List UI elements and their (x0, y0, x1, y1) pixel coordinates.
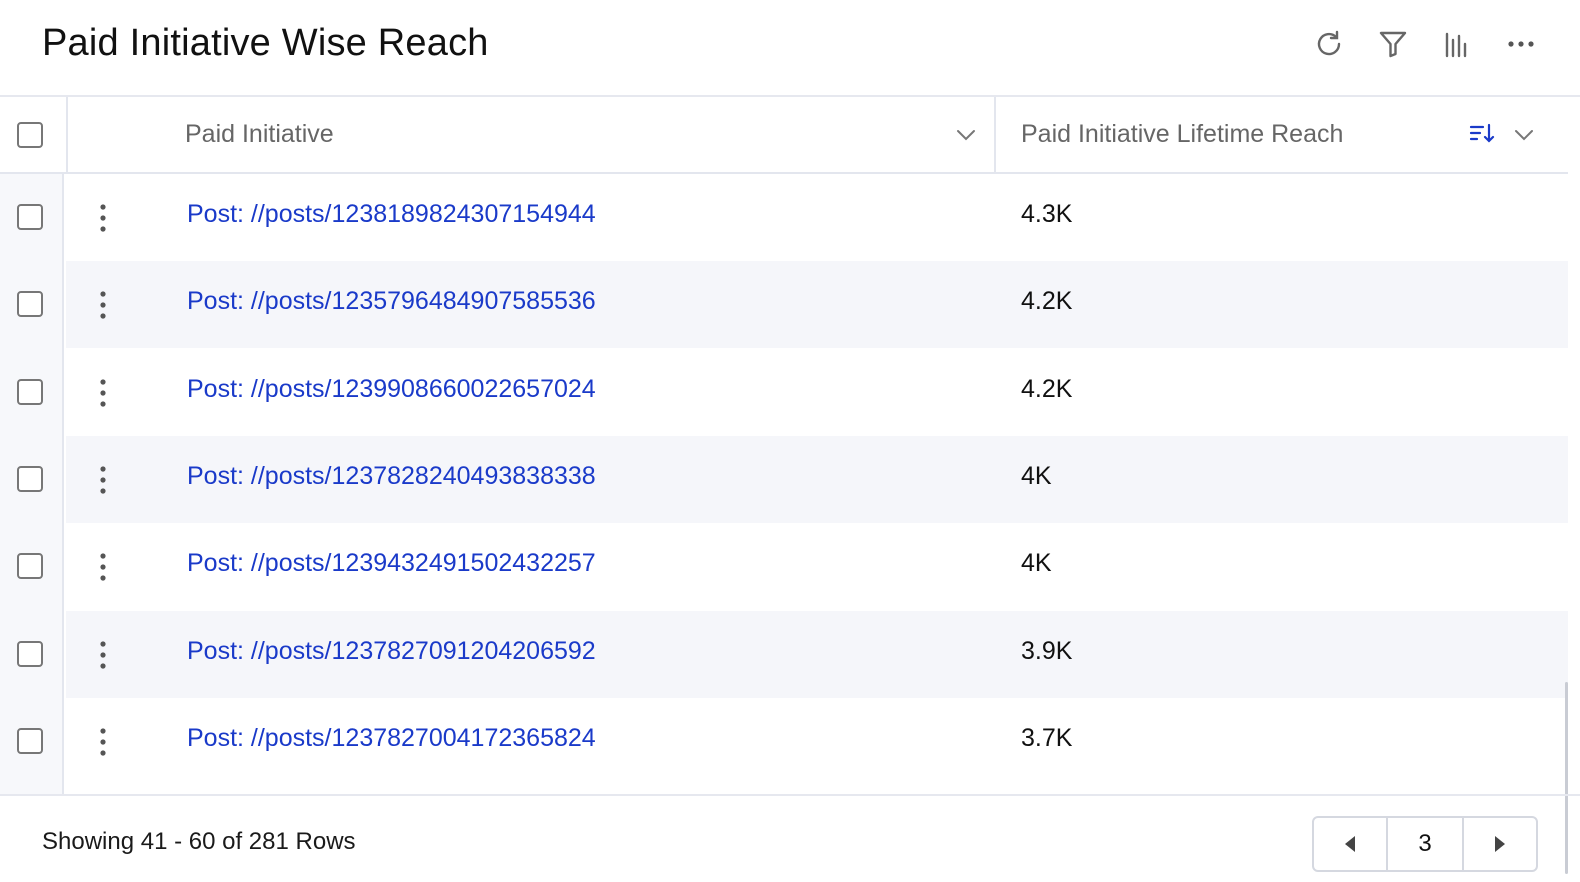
row-checkbox[interactable] (17, 291, 43, 318)
kebab-menu-icon[interactable] (94, 464, 112, 496)
table-row: Post: //posts/1239432491502432257 4K (66, 523, 1568, 610)
column-label: Paid Initiative Lifetime Reach (1021, 120, 1344, 148)
lifetime-reach-value: 4.2K (1021, 374, 1073, 403)
kebab-menu-icon[interactable] (94, 551, 112, 583)
table-row: Post: //posts/1235796484907585536 4.2K (66, 261, 1568, 349)
row-checkbox[interactable] (17, 553, 43, 580)
lifetime-reach-value: 3.7K (1021, 723, 1073, 752)
paid-initiative-link[interactable]: Post: //posts/1235796484907585536 (187, 287, 596, 316)
lifetime-reach-value: 3.9K (1021, 636, 1073, 665)
vertical-scrollbar[interactable] (1565, 682, 1568, 874)
table-row: Post: //posts/1239908660022657024 4.2K (66, 349, 1568, 436)
bar-chart-icon (1445, 32, 1467, 58)
kebab-menu-icon[interactable] (94, 377, 112, 409)
select-all-checkbox[interactable] (17, 122, 43, 148)
paid-initiative-link[interactable]: Post: //posts/1237827004172365824 (187, 723, 596, 752)
column-label: Paid Initiative (185, 120, 334, 148)
data-table: Paid Initiative Paid Initiative Lifetime… (0, 97, 1568, 874)
current-page-number[interactable]: 3 (1385, 818, 1465, 870)
paid-initiative-link[interactable]: Post: //posts/1239432491502432257 (187, 549, 596, 578)
caret-right-icon (1495, 836, 1506, 852)
row-checkbox[interactable] (17, 640, 43, 667)
rows-count-label: Showing 41 - 60 of 281 Rows (42, 828, 356, 855)
row-checkbox[interactable] (17, 204, 43, 230)
more-options-button[interactable] (1502, 22, 1540, 66)
paid-initiative-link[interactable]: Post: //posts/1237827091204206592 (187, 636, 596, 665)
kebab-menu-icon[interactable] (94, 639, 112, 671)
filter-icon (1379, 31, 1407, 58)
table-header: Paid Initiative Paid Initiative Lifetime… (0, 97, 1568, 174)
widget-header: Paid Initiative Wise Reach (0, 0, 1580, 97)
lifetime-reach-value: 4.3K (1021, 200, 1073, 228)
header-toolbar (1310, 22, 1540, 66)
next-page-button[interactable] (1464, 818, 1536, 870)
filter-button[interactable] (1374, 22, 1412, 66)
previous-page-button[interactable] (1314, 818, 1386, 870)
kebab-menu-icon[interactable] (94, 202, 112, 234)
more-horizontal-icon (1508, 41, 1534, 47)
lifetime-reach-value: 4K (1021, 461, 1052, 490)
paid-initiative-link[interactable]: Post: //posts/1237828240493838338 (187, 461, 596, 490)
table-row: Post: //posts/1237828240493838338 4K (66, 435, 1568, 523)
chart-view-button[interactable] (1438, 22, 1476, 66)
column-header-paid-initiative[interactable]: Paid Initiative (66, 97, 996, 172)
sort-descending-icon[interactable] (1468, 120, 1496, 148)
kebab-menu-icon[interactable] (94, 289, 112, 321)
paid-initiative-link[interactable]: Post: //posts/1239908660022657024 (187, 374, 596, 403)
lifetime-reach-value: 4.2K (1021, 287, 1073, 316)
pagination: 3 (1312, 816, 1538, 872)
chevron-down-icon[interactable] (1512, 123, 1536, 147)
kebab-menu-icon[interactable] (94, 726, 112, 758)
caret-left-icon (1344, 836, 1355, 852)
table-row: Post: //posts/1238189824307154944 4.3K (66, 174, 1568, 261)
page-title: Paid Initiative Wise Reach (42, 22, 489, 64)
paid-initiative-link[interactable]: Post: //posts/1238189824307154944 (187, 200, 596, 228)
column-header-lifetime-reach[interactable]: Paid Initiative Lifetime Reach (996, 97, 1568, 172)
table-row: Post: //posts/1237827091204206592 3.9K (66, 610, 1568, 698)
row-checkbox[interactable] (17, 378, 43, 405)
selection-gutter (0, 97, 64, 794)
table-row: Post: //posts/1237827004172365824 3.7K (66, 698, 1568, 785)
row-checkbox[interactable] (17, 727, 43, 754)
row-checkbox[interactable] (17, 465, 43, 492)
table-footer: Showing 41 - 60 of 281 Rows 3 (0, 794, 1580, 882)
refresh-icon (1317, 30, 1341, 56)
chevron-down-icon[interactable] (954, 123, 978, 147)
refresh-button[interactable] (1310, 22, 1348, 66)
lifetime-reach-value: 4K (1021, 549, 1052, 578)
